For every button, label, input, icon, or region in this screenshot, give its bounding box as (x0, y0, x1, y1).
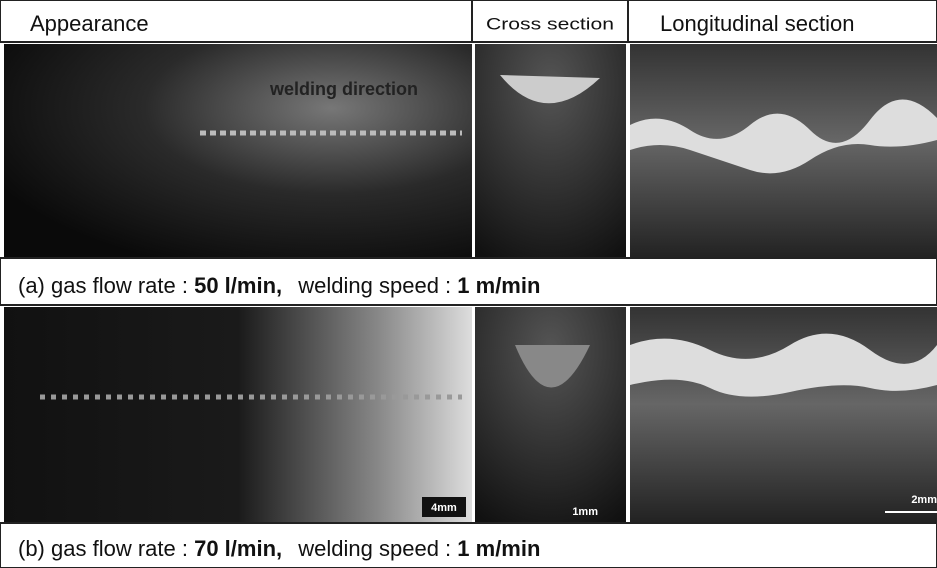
appearance-photo (4, 44, 472, 258)
header-label: Appearance (30, 11, 149, 36)
scale-bar-label: 4mm (431, 502, 457, 514)
caption-text: welding speed : (297, 273, 451, 298)
caption-value: 1 m/min (457, 536, 540, 561)
header-label: Longitudinal section (660, 11, 854, 36)
caption-value: 50 l/min, (194, 273, 282, 298)
cross-section-photo (475, 307, 626, 523)
cross-section-photo (475, 44, 626, 258)
scale-bar-label: 2mm (911, 494, 937, 506)
caption-text: welding speed : (297, 536, 451, 561)
appearance-photo (4, 307, 472, 523)
caption-value: 1 m/min (457, 273, 540, 298)
header-label: Cross section (486, 14, 614, 33)
page: Appearance Cross section Longitudinal se… (0, 0, 937, 568)
scale-bar-label: 1mm (572, 506, 598, 518)
caption: (a) gas flow rate : 50 l/min, welding sp… (18, 273, 540, 298)
caption-label: (b) (18, 536, 45, 561)
caption-value: 70 l/min, (194, 536, 282, 561)
caption: (b) gas flow rate : 70 l/min, welding sp… (18, 536, 540, 561)
caption-label: (a) (18, 273, 45, 298)
caption-text: gas flow rate : (51, 273, 188, 298)
figure: Appearance Cross section Longitudinal se… (0, 0, 937, 568)
annotation: welding direction (269, 79, 418, 99)
caption-text: gas flow rate : (51, 536, 188, 561)
